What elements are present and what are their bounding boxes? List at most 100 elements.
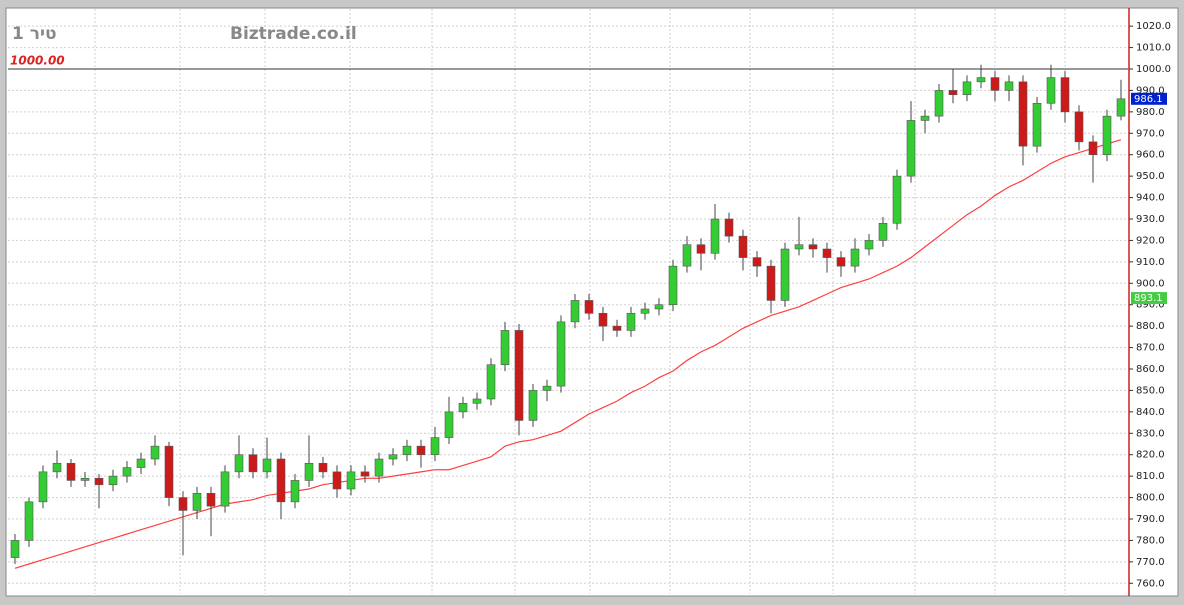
y-tick-label: 800.0 xyxy=(1136,493,1165,504)
candle-body xyxy=(472,398,482,404)
y-tick-label: 1010.0 xyxy=(1136,43,1171,54)
candle-body xyxy=(836,257,846,267)
candle-body xyxy=(948,90,958,96)
y-tick-label: 850.0 xyxy=(1136,385,1165,396)
y-tick-label: 980.0 xyxy=(1136,107,1165,118)
candle-body xyxy=(136,458,146,468)
candle-body xyxy=(332,471,342,490)
candle-body xyxy=(682,244,692,267)
candle-body xyxy=(276,458,286,503)
candle-body xyxy=(668,265,678,306)
candle-body xyxy=(766,265,776,301)
y-tick-label: 910.0 xyxy=(1136,257,1165,268)
candle-body xyxy=(850,248,860,267)
candle-body xyxy=(864,240,874,250)
candle-body xyxy=(920,115,930,121)
candle-body xyxy=(976,77,986,83)
candle-body xyxy=(122,467,132,477)
candle-body xyxy=(612,325,622,331)
y-tick-label: 1000.0 xyxy=(1136,64,1171,75)
candle-body xyxy=(962,81,972,96)
candle-body xyxy=(1060,77,1070,113)
y-tick-label: 830.0 xyxy=(1136,428,1165,439)
y-tick-label: 970.0 xyxy=(1136,128,1165,139)
candle-body xyxy=(752,257,762,267)
candle-body xyxy=(1046,77,1056,104)
candle-body xyxy=(598,312,608,327)
candle-body xyxy=(654,304,664,310)
y-tick-label: 900.0 xyxy=(1136,278,1165,289)
candle-body xyxy=(640,308,650,314)
candle-body xyxy=(934,90,944,117)
candle-body xyxy=(234,454,244,473)
price-box xyxy=(1131,292,1167,305)
candle-body xyxy=(52,462,62,473)
candle-body xyxy=(1032,102,1042,147)
y-tick-label: 950.0 xyxy=(1136,171,1165,182)
candle-body xyxy=(318,462,328,473)
y-tick-label: 960.0 xyxy=(1136,150,1165,161)
candle-body xyxy=(738,235,748,258)
y-tick-label: 940.0 xyxy=(1136,193,1165,204)
candle-body xyxy=(892,175,902,224)
y-tick-label: 840.0 xyxy=(1136,407,1165,418)
candle-body xyxy=(780,248,790,301)
candle-body xyxy=(906,120,916,177)
reference-label: 1000.00 xyxy=(10,54,65,68)
candle-body xyxy=(1004,81,1014,91)
candle-body xyxy=(206,492,216,507)
candle-body xyxy=(990,77,1000,91)
y-tick-label: 990.0 xyxy=(1136,85,1165,96)
candle-body xyxy=(808,244,818,250)
candle-body xyxy=(178,497,188,511)
candle-body xyxy=(1102,115,1112,156)
y-tick-label: 880.0 xyxy=(1136,321,1165,332)
candle-body xyxy=(374,458,384,477)
y-tick-label: 790.0 xyxy=(1136,514,1165,525)
candle-body xyxy=(626,312,636,331)
candle-body xyxy=(248,454,258,473)
candle-body xyxy=(10,540,20,558)
candle-body xyxy=(94,477,104,486)
y-tick-label: 810.0 xyxy=(1136,471,1165,482)
candle-body xyxy=(710,218,720,254)
y-tick-label: 870.0 xyxy=(1136,343,1165,354)
candle-body xyxy=(724,218,734,237)
candle-body xyxy=(584,300,594,314)
price-box-label: 893.1 xyxy=(1134,293,1163,304)
price-box-label: 986.1 xyxy=(1134,94,1163,105)
y-tick-label: 760.0 xyxy=(1136,578,1165,589)
candle-body xyxy=(416,445,426,456)
candle-body xyxy=(24,501,34,541)
chart-title: Biztrade.co.il xyxy=(230,24,357,44)
candle-body xyxy=(346,471,356,490)
moving-average xyxy=(14,139,1122,569)
candle-body xyxy=(388,454,398,460)
price-box xyxy=(1131,92,1167,105)
candle-body xyxy=(696,244,706,254)
candle-body xyxy=(1116,98,1126,117)
candle-body xyxy=(822,248,832,258)
y-tick-label: 930.0 xyxy=(1136,214,1165,225)
plot-area xyxy=(10,64,1126,569)
candle-body xyxy=(220,471,230,507)
candle-body xyxy=(878,222,888,241)
candle-body xyxy=(80,477,90,481)
candle-body xyxy=(500,330,510,366)
y-tick-label: 1020.0 xyxy=(1136,21,1171,32)
candle-body xyxy=(360,471,370,477)
candle-body xyxy=(794,244,804,250)
y-tick-label: 920.0 xyxy=(1136,235,1165,246)
candle-body xyxy=(304,462,314,481)
candle-body xyxy=(1074,111,1084,143)
y-tick-label: 770.0 xyxy=(1136,557,1165,568)
candle-body xyxy=(458,402,468,413)
candle-body xyxy=(38,471,48,503)
candle-body xyxy=(444,411,454,438)
y-tick-label: 860.0 xyxy=(1136,364,1165,375)
candle-body xyxy=(164,445,174,498)
candle-body xyxy=(570,300,580,323)
candle-body xyxy=(430,437,440,456)
candle-body xyxy=(262,458,272,473)
